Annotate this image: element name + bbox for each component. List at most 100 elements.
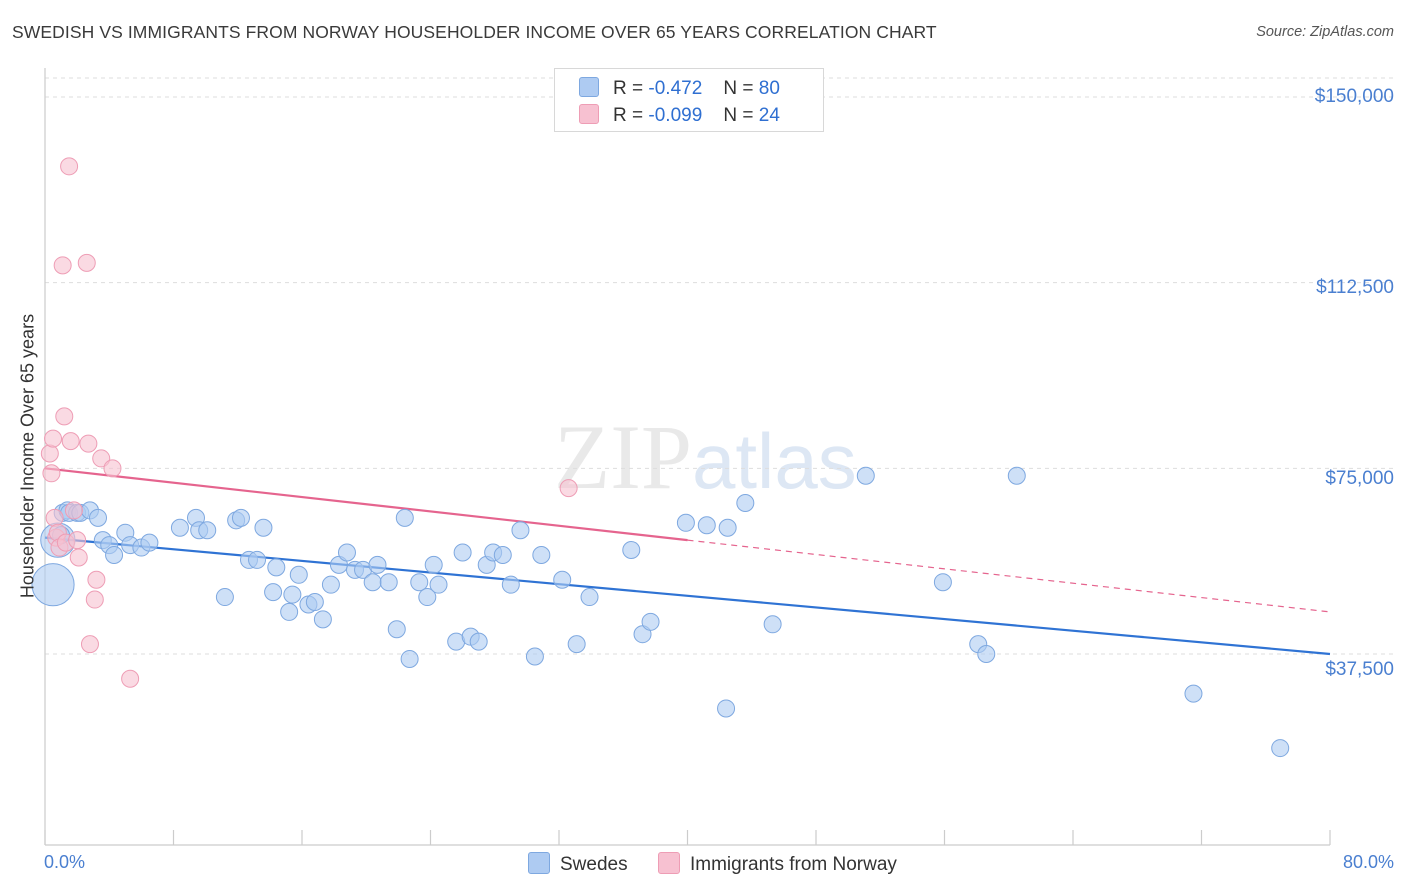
point-layer (31, 157, 1290, 758)
point-swedes (248, 550, 267, 569)
legend-row-norway: R = -0.099 N = 24 (579, 104, 780, 127)
point-swedes (856, 466, 875, 485)
point-norway (61, 432, 80, 451)
swedes-swatch (528, 852, 550, 874)
norway-swatch (658, 852, 680, 874)
point-swedes (424, 555, 443, 574)
x-tick-label-max: 80.0% (1342, 852, 1394, 872)
r-value: -0.099 (648, 105, 703, 126)
axis-layer (44, 68, 1331, 846)
n-label: N = (723, 105, 754, 126)
point-swedes (511, 521, 530, 540)
norway-swatch (579, 104, 599, 124)
n-value: 24 (758, 105, 780, 126)
point-swedes (215, 588, 234, 607)
y-axis-title: Householder Income Over 65 years (17, 313, 38, 599)
point-swedes (1007, 466, 1026, 485)
point-swedes (676, 513, 695, 532)
y-tick-label: $112,500 (1316, 277, 1394, 298)
point-swedes (580, 588, 599, 607)
source-label: Source: ZipAtlas.com (1256, 24, 1394, 40)
point-swedes (525, 647, 544, 666)
point-swedes (198, 521, 217, 540)
trend-line-norway (44, 467, 688, 542)
point-swedes (429, 575, 448, 594)
point-norway (79, 434, 98, 453)
point-norway (44, 429, 63, 448)
point-swedes (501, 575, 520, 594)
point-swedes (469, 632, 488, 651)
point-swedes (267, 558, 286, 577)
point-swedes (410, 573, 429, 592)
legend-item-swedes[interactable]: Swedes (528, 852, 628, 876)
point-swedes (31, 563, 75, 607)
point-swedes (697, 516, 716, 535)
point-swedes (321, 575, 340, 594)
correlation-legend: R = -0.472 N = 80 R = -0.099 N = 24 (554, 68, 824, 132)
point-norway (68, 531, 87, 550)
point-norway (40, 444, 59, 463)
point-norway (42, 464, 61, 483)
watermark-atlas: atlas (692, 417, 857, 505)
trend-layer (44, 467, 1331, 656)
point-swedes (400, 649, 419, 668)
point-swedes (977, 645, 996, 663)
trend-line-norway-extension (687, 539, 1331, 613)
y-tick-label: $150,000 (1314, 86, 1394, 107)
n-label: N = (723, 78, 754, 99)
y-tick-label: $37,500 (1325, 659, 1394, 680)
point-swedes (280, 602, 299, 621)
point-swedes (717, 699, 736, 718)
chart-title: SWEDISH VS IMMIGRANTS FROM NORWAY HOUSEH… (12, 22, 937, 42)
point-norway (80, 635, 99, 654)
point-norway (85, 590, 104, 609)
legend-row-swedes: R = -0.472 N = 80 (579, 77, 780, 100)
point-swedes (387, 620, 406, 639)
point-norway (60, 157, 79, 176)
point-swedes (337, 543, 356, 562)
r-value: -0.472 (648, 78, 703, 99)
point-swedes (289, 565, 308, 584)
point-swedes (305, 593, 324, 612)
point-swedes (641, 612, 660, 631)
point-swedes (1184, 684, 1203, 703)
point-swedes (89, 508, 108, 527)
point-swedes (170, 518, 189, 537)
point-norway (55, 407, 74, 426)
point-swedes (763, 615, 782, 634)
point-swedes (736, 493, 755, 512)
x-tick-label-min: 0.0% (44, 852, 86, 872)
r-label: R = (613, 78, 644, 99)
swedes-swatch (579, 77, 599, 97)
point-swedes (418, 588, 437, 607)
point-swedes (622, 541, 641, 560)
point-norway (69, 548, 88, 567)
point-swedes (140, 533, 159, 552)
point-swedes (254, 518, 273, 537)
point-norway (45, 508, 64, 527)
point-swedes (105, 545, 124, 564)
point-swedes (283, 585, 302, 604)
point-swedes (453, 543, 472, 562)
point-norway (121, 669, 140, 688)
point-swedes (567, 635, 586, 654)
point-swedes (1271, 739, 1290, 758)
point-norway (77, 253, 96, 272)
point-swedes (395, 508, 414, 527)
point-swedes (532, 545, 551, 564)
point-swedes (718, 518, 737, 537)
y-tick-label: $75,000 (1325, 468, 1394, 489)
point-swedes (368, 555, 387, 574)
r-label: R = (613, 105, 644, 126)
point-swedes (553, 570, 572, 589)
point-norway (87, 570, 106, 589)
point-norway (559, 479, 578, 498)
trend-line-swedes (44, 536, 1331, 656)
n-value: 80 (758, 78, 780, 99)
point-swedes (264, 583, 283, 602)
legend-item-norway[interactable]: Immigrants from Norway (658, 852, 897, 876)
point-swedes (363, 573, 382, 592)
point-norway (103, 459, 122, 478)
point-swedes (231, 508, 250, 527)
point-swedes (493, 545, 512, 564)
